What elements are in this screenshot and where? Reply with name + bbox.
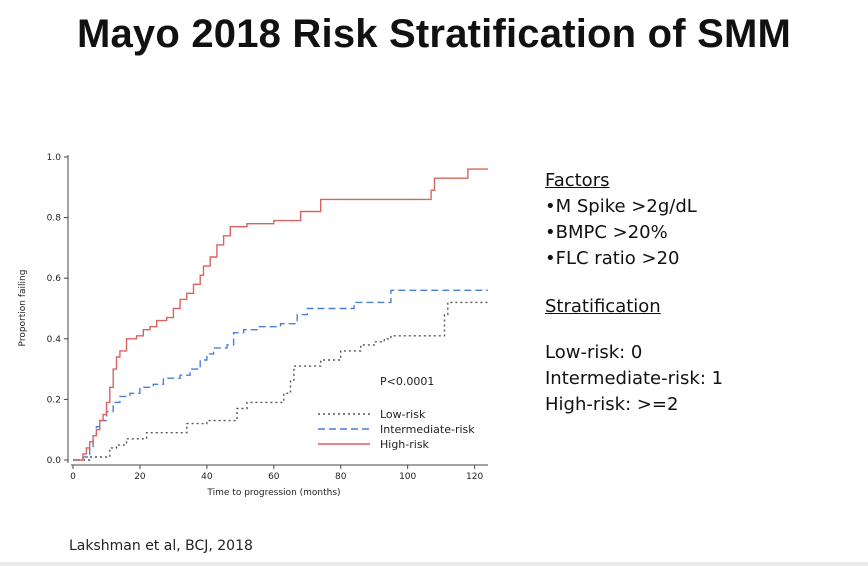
factor-item-bmpc: •BMPC >20% [545,222,668,243]
y-tick-label: 1.0 [47,153,62,163]
slide-title: Mayo 2018 Risk Stratification of SMM [76,12,792,56]
chart-axes: 0.0 0.2 0.4 0.6 0.8 1.0 0 20 40 60 80 100 120 [47,153,488,482]
x-tick-label: 60 [268,472,280,482]
series-line-intermediate-risk [73,289,488,461]
citation: Lakshman et al, BCJ, 2018 [69,538,253,554]
x-tick-label: 0 [70,472,76,482]
risk-factors-panel: Factors •M Spike >2g/dL •BMPC >20% •FLC … [545,168,723,418]
x-tick-label: 20 [134,472,146,482]
strat-item-low: Low-risk: 0 [545,342,643,363]
chart-series-group [73,168,488,461]
y-axis-label: Proportion failing [18,270,28,347]
x-tick-label: 120 [466,472,483,482]
legend-label: Intermediate-risk [380,423,475,436]
factors-heading: Factors [545,170,610,191]
y-tick-label: 0.4 [47,335,62,345]
legend-label: Low-risk [380,408,426,421]
y-tick-label: 0.8 [47,214,62,224]
y-tick-label: 0.2 [47,395,61,405]
x-axis-label: Time to progression (months) [206,488,340,498]
series-line-high-risk [73,168,488,461]
x-tick-label: 100 [399,472,416,482]
x-tick-label: 40 [201,472,213,482]
y-tick-label: 0.0 [47,456,62,466]
footer-divider [0,562,868,566]
factor-item-flc: •FLC ratio >20 [545,248,680,269]
p-value-annotation: P<0.0001 [380,375,434,388]
x-tick-label: 80 [335,472,347,482]
strat-item-intermediate: Intermediate-risk: 1 [545,368,724,389]
chart-legend: Low-risk Intermediate-risk High-risk [318,408,475,451]
strat-item-high: High-risk: >=2 [545,394,679,415]
legend-label: High-risk [380,438,430,451]
km-chart: 0.0 0.2 0.4 0.6 0.8 1.0 0 20 40 60 80 100 120 Propor… [18,153,488,498]
factor-item-mspike: •M Spike >2g/dL [545,196,697,217]
stratification-heading: Stratification [545,296,661,317]
y-tick-label: 0.6 [47,274,62,284]
